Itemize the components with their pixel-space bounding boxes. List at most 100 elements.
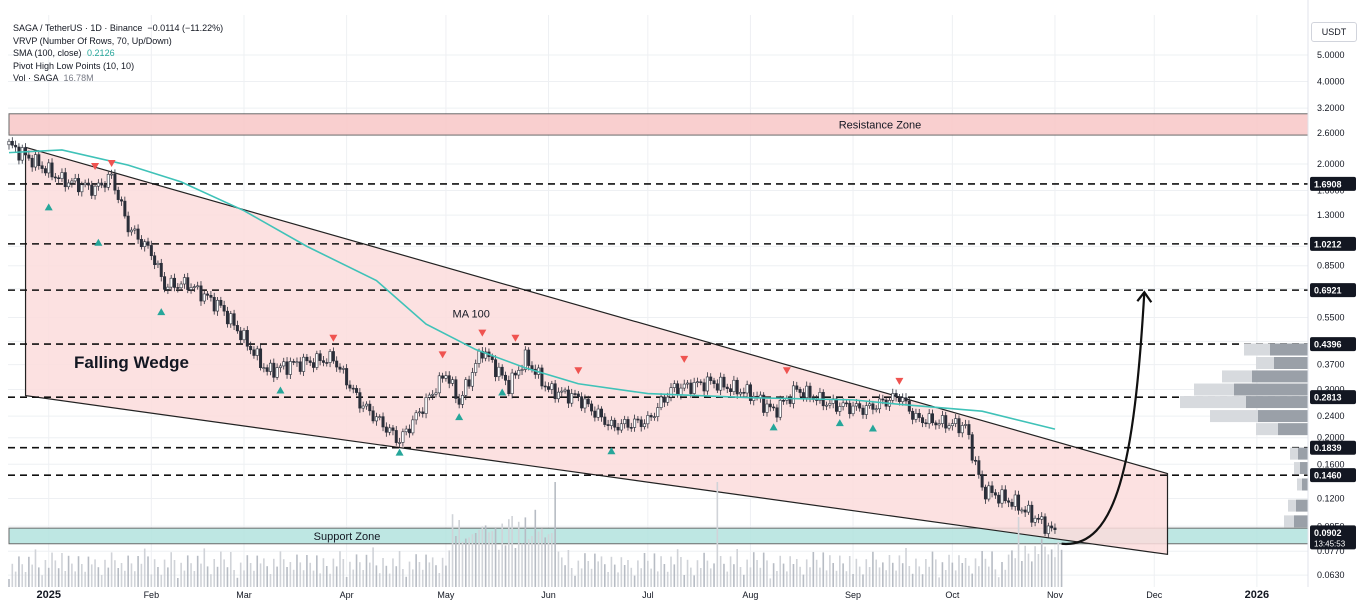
candle xyxy=(90,184,94,196)
volume-profile-sell xyxy=(1270,343,1308,356)
volume-bar xyxy=(981,551,983,587)
candle xyxy=(735,379,739,395)
level-price-tag xyxy=(1310,337,1356,352)
volume-bar xyxy=(978,566,980,587)
candle xyxy=(120,199,124,202)
candle xyxy=(288,361,292,375)
volume-bar xyxy=(1057,542,1060,587)
candle xyxy=(739,392,743,395)
volume-bar xyxy=(597,561,599,587)
candle xyxy=(139,238,143,247)
legend-vrvp-row[interactable]: VRVP (Number Of Rows, 70, Up/Down) xyxy=(13,35,223,48)
volume-bar xyxy=(805,559,808,587)
time-tick-label: Jun xyxy=(541,590,556,600)
candle xyxy=(616,426,620,431)
candle xyxy=(970,434,974,461)
resistance-zone-label: Resistance Zone xyxy=(839,119,922,131)
level-price-tag xyxy=(1310,236,1356,251)
volume-bar xyxy=(408,561,411,587)
volume-bar xyxy=(570,568,573,587)
volume-bar xyxy=(239,562,242,587)
candle xyxy=(775,407,779,418)
volume-bar xyxy=(1001,562,1003,587)
candle xyxy=(451,379,455,384)
volume-profile-buy xyxy=(1180,396,1246,409)
candle xyxy=(705,376,709,392)
volume-bar xyxy=(226,567,229,587)
candle xyxy=(990,485,994,493)
candle xyxy=(656,407,660,417)
candle xyxy=(209,295,213,298)
candle xyxy=(176,287,180,289)
candle xyxy=(368,403,372,412)
volume-bar xyxy=(306,555,308,587)
candle xyxy=(464,379,468,396)
candle xyxy=(189,287,193,290)
candle xyxy=(795,385,799,390)
pivot-low-marker xyxy=(868,424,877,432)
volume-profile-buy xyxy=(1194,383,1234,396)
volume-bar xyxy=(647,560,649,587)
volume-bar xyxy=(382,558,384,587)
volume-bar xyxy=(547,534,550,587)
currency-selector[interactable]: USDT xyxy=(1311,22,1357,42)
volume-bar xyxy=(537,531,540,587)
legend-volume-row[interactable]: Vol · SAGA 16.78M xyxy=(13,72,223,85)
pivot-low-marker xyxy=(157,308,166,316)
candle xyxy=(216,299,220,312)
candle xyxy=(265,367,269,372)
volume-bar xyxy=(256,555,259,587)
volume-bar xyxy=(458,520,460,587)
volume-bar xyxy=(1044,546,1046,587)
volume-bar xyxy=(736,549,738,587)
volume-bar xyxy=(749,567,752,587)
legend-symbol-row[interactable]: SAGA / TetherUS · 1D · Binance −0.0114 (… xyxy=(13,22,223,35)
volume-bar xyxy=(1040,538,1043,587)
candle xyxy=(586,398,590,405)
legend-pivot-row[interactable]: Pivot High Low Points (10, 10) xyxy=(13,60,223,73)
candle xyxy=(33,154,37,168)
candle xyxy=(441,375,445,379)
candle xyxy=(715,383,719,391)
candle xyxy=(848,402,852,415)
candle xyxy=(1043,516,1047,534)
candle xyxy=(252,349,256,356)
level-price-label: 0.4396 xyxy=(1314,340,1342,350)
candle xyxy=(682,383,686,389)
volume-bar xyxy=(564,565,566,587)
volume-bar xyxy=(302,570,305,587)
volume-bar xyxy=(630,567,633,587)
candle xyxy=(609,419,613,426)
volume-bar xyxy=(590,568,593,587)
candle xyxy=(1003,489,1007,502)
candle xyxy=(497,366,501,378)
pivot-low-marker xyxy=(607,447,616,455)
volume-bar xyxy=(885,570,887,587)
candle xyxy=(63,172,67,188)
volume-bar xyxy=(339,551,341,587)
volume-bar xyxy=(656,571,659,587)
candle xyxy=(43,168,47,174)
legend-sma-row[interactable]: SMA (100, close) 0.2126 xyxy=(13,47,223,60)
candle xyxy=(639,419,643,427)
volume-bar xyxy=(501,523,503,587)
volume-bar xyxy=(812,552,815,587)
volume-bar xyxy=(130,563,133,587)
volume-bar xyxy=(868,567,871,587)
candle xyxy=(1013,494,1017,507)
candle xyxy=(762,394,766,413)
candle xyxy=(606,424,610,426)
volume-bar xyxy=(759,567,762,587)
volume-profile-sell xyxy=(1234,383,1308,396)
last-price-tag xyxy=(1310,525,1356,550)
volume-bar xyxy=(699,568,702,587)
volume-profile-sell xyxy=(1258,410,1308,423)
candle xyxy=(192,286,196,288)
candle xyxy=(182,277,186,285)
volume-profile-buy xyxy=(1297,478,1302,491)
volume-bar xyxy=(77,556,80,587)
volume-bar xyxy=(190,563,192,587)
volume-bar xyxy=(743,574,745,587)
candle xyxy=(285,361,289,375)
